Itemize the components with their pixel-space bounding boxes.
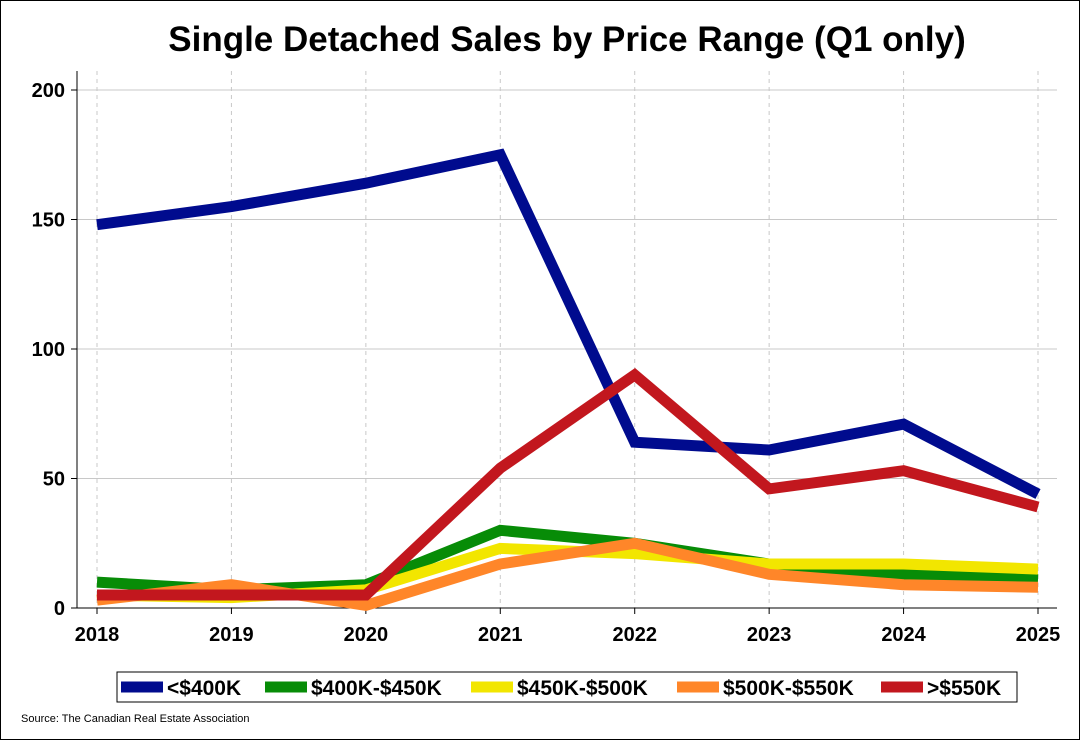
series-line-5 xyxy=(97,367,1040,601)
x-tick-label: 2021 xyxy=(478,624,523,646)
series-line-1 xyxy=(96,148,1041,499)
y-tick-label: 150 xyxy=(32,210,65,232)
x-tick-label: 2025 xyxy=(1016,624,1061,646)
legend-label: $500K-$550K xyxy=(723,677,854,700)
series-line-4 xyxy=(96,537,1039,612)
legend: <$400K $400K-$450K $450K-$500K $500K-$550K >… xyxy=(116,671,1018,703)
source-note: Source: The Canadian Real Estate Associa… xyxy=(21,713,250,725)
legend-label: <$400K xyxy=(167,677,241,700)
x-tick-label: 2024 xyxy=(881,624,926,646)
x-tick-label: 2023 xyxy=(747,624,792,646)
y-tick-label: 0 xyxy=(54,598,65,620)
chart-title: Single Detached Sales by Price Range (Q1… xyxy=(168,20,965,59)
legend-label: $450K-$500K xyxy=(517,677,648,700)
y-tick-label: 50 xyxy=(43,469,65,491)
legend-label: >$550K xyxy=(927,677,1001,700)
y-tick-label: 200 xyxy=(32,80,65,102)
legend-label: $400K-$450K xyxy=(311,677,442,700)
x-tick-label: 2020 xyxy=(344,624,389,646)
y-tick-label: 100 xyxy=(32,339,65,361)
series-lines xyxy=(96,148,1041,612)
x-tick-label: 2018 xyxy=(75,624,120,646)
axes: 0 50 100 150 200 2018 2019 2020 2021 2022 2023 2024… xyxy=(32,71,1061,646)
x-tick-label: 2022 xyxy=(612,624,657,646)
x-tick-label: 2019 xyxy=(209,624,254,646)
grid xyxy=(77,71,1057,608)
